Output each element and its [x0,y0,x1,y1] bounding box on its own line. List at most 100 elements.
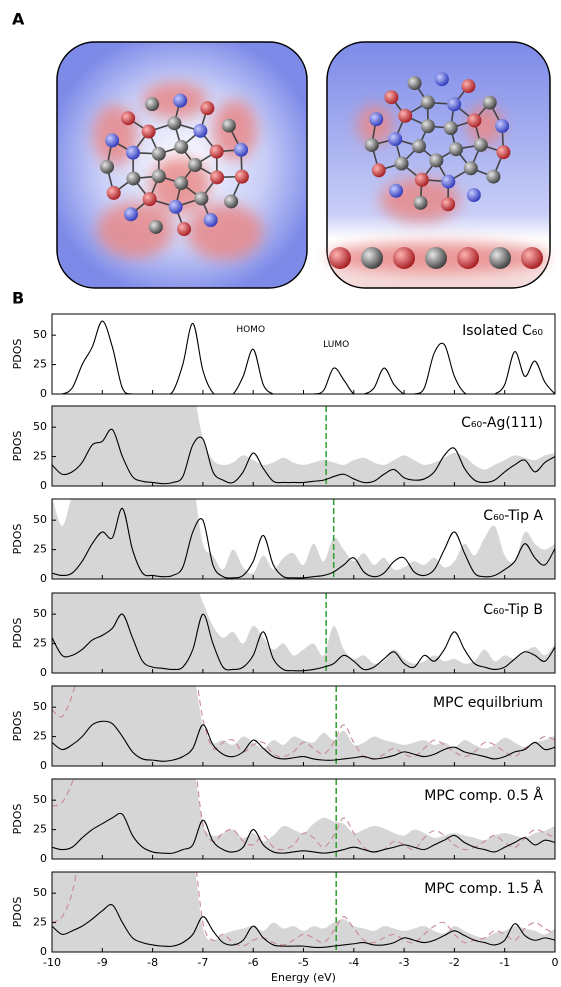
molecule-image-left [57,42,307,288]
x-tick-label: -8 [147,956,158,969]
annotation: LUMO [323,340,349,350]
atom [444,121,458,135]
panel-title: MPC comp. 1.5 Å [424,880,543,897]
plot-area [52,577,555,673]
atom [126,146,140,160]
y-tick-label: 50 [33,793,47,806]
atom [169,200,183,214]
atom [124,207,138,221]
panel-title: MPC comp. 0.5 Å [424,787,543,804]
atom [412,139,426,153]
atom [210,170,224,184]
x-tick-label: -6 [248,956,259,969]
y-tick-label: 50 [33,328,47,341]
area [52,481,555,579]
x-tick-label: -9 [97,956,108,969]
y-tick-label: 25 [33,450,47,463]
atom [372,163,386,177]
atom [483,96,497,110]
area [52,761,555,859]
atom [143,192,157,206]
x-tick-label: -5 [298,956,309,969]
x-tick-label: -1 [499,956,510,969]
y-tick-label: 50 [33,420,47,433]
atom [415,173,429,187]
atom [204,213,218,227]
atom [408,76,422,90]
panel-title: MPC equilbrium [433,695,543,711]
atom [107,186,121,200]
atom [188,158,202,172]
y-axis-label: PDOS [11,711,24,742]
y-tick-label: 0 [40,387,47,400]
y-tick-label: 50 [33,513,47,526]
y-tick-label: 50 [33,607,47,620]
x-tick-label: -2 [449,956,460,969]
atom [425,247,447,269]
x-tick-label: -3 [399,956,410,969]
atom [467,113,481,127]
atom [486,170,500,184]
molecule-image-right [327,42,550,288]
atom [152,147,166,161]
atom [174,140,188,154]
atom [105,133,119,147]
y-tick-label: 50 [33,886,47,899]
atom [126,171,140,185]
area [52,668,555,766]
y-tick-label: 50 [33,700,47,713]
atom [173,94,187,108]
pdos-panel: 02550PDOSC₆₀-Ag(111) [11,388,555,492]
panel-title: Isolated C₆₀ [462,323,543,339]
y-tick-label: 0 [40,666,47,679]
panel-title: C₆₀-Tip A [483,508,543,524]
atom [167,116,181,130]
atom [521,247,543,269]
atom [365,138,379,152]
atom [474,138,488,152]
atom [194,191,208,205]
x-tick-label: -4 [348,956,359,969]
atom [149,220,163,234]
x-tick-label: -7 [197,956,208,969]
atom [429,153,443,167]
figure: A B 02550PDOSIsolated C₆₀HOMOLUMO02550PD… [0,0,561,987]
atom [449,142,463,156]
atom [461,79,475,93]
atom [421,95,435,109]
y-tick-label: 25 [33,358,47,371]
atom [441,197,455,211]
annotation: HOMO [236,325,265,335]
plot-area [52,481,555,579]
atom [193,124,207,138]
atom [421,119,435,133]
atom [235,170,249,184]
atom [447,97,461,111]
atom [393,247,415,269]
atom [384,90,398,104]
atom [100,160,114,174]
atom [224,194,238,208]
y-axis-label: PDOS [11,524,24,555]
panel-label: A [12,10,25,29]
atom [467,188,481,202]
atom [389,184,403,198]
atom [200,101,214,115]
y-axis-label: PDOS [11,431,24,462]
atom [152,169,166,183]
y-axis-label: PDOS [11,618,24,649]
panel-title: C₆₀-Tip B [483,602,543,618]
y-tick-label: 25 [33,916,47,929]
atom [210,145,224,159]
atom [395,157,409,171]
plot-area [52,388,555,486]
y-tick-label: 0 [40,572,47,585]
y-axis-label: PDOS [11,804,24,835]
atom [177,222,191,236]
y-axis-label: PDOS [11,897,24,928]
atom [464,161,478,175]
